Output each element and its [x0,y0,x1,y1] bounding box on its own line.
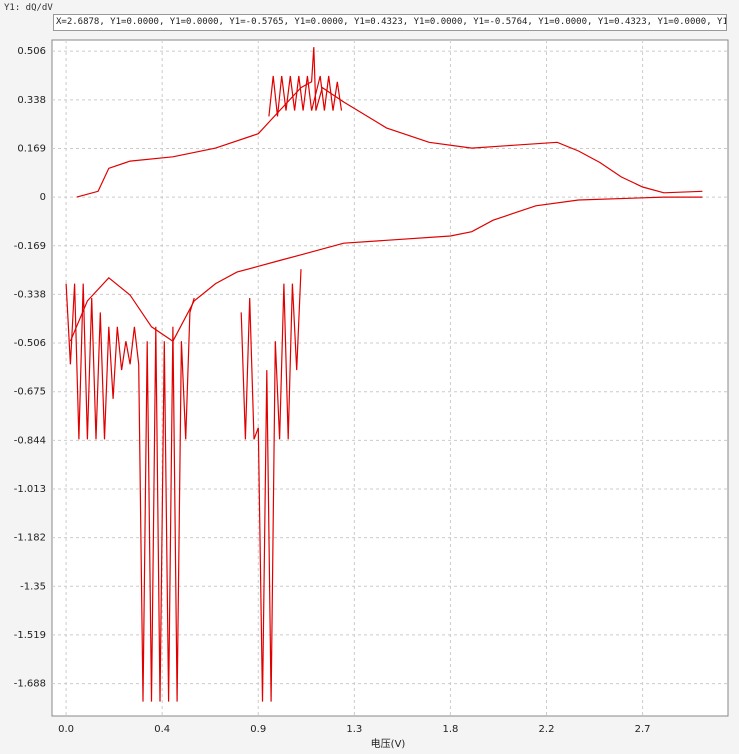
data-line [268,75,343,117]
y-tick-label: 0.338 [17,95,46,106]
y-tick-label: -1.688 [14,679,46,690]
x-tick-label: 2.7 [635,724,651,735]
cursor-readout: X=2.6878, Y1=0.0000, Y1=0.0000, Y1=-0.57… [53,14,727,31]
y-tick-label: -0.169 [14,241,46,252]
y-tick-label: -1.35 [20,581,46,592]
y-tick-label: -0.506 [14,338,46,349]
y-tick-label: 0 [40,192,46,203]
y-tick-label: -0.338 [14,289,46,300]
y-tick-label: 0.506 [17,46,46,57]
y-tick-label: -0.675 [14,387,46,398]
x-tick-label: 0.4 [154,724,170,735]
y-tick-label: 0.169 [17,143,46,154]
y-tick-label: -1.182 [14,533,46,544]
plot-area [51,39,729,717]
x-tick-label: 2.2 [539,724,555,735]
y-tick-label: -0.844 [14,435,46,446]
x-tick-label: 1.8 [442,724,458,735]
x-tick-label: 0.9 [250,724,266,735]
y-tick-label: -1.013 [14,484,46,495]
x-axis-title: 电压(V) [371,737,406,750]
y-axis-label: Y1: dQ/dV [4,3,53,13]
x-tick-label: 0.0 [58,724,74,735]
x-tick-label: 1.3 [346,724,362,735]
y-tick-label: -1.519 [14,630,46,641]
data-line [65,283,195,702]
data-line [240,269,302,702]
data-line [69,196,703,343]
data-line [76,47,703,198]
